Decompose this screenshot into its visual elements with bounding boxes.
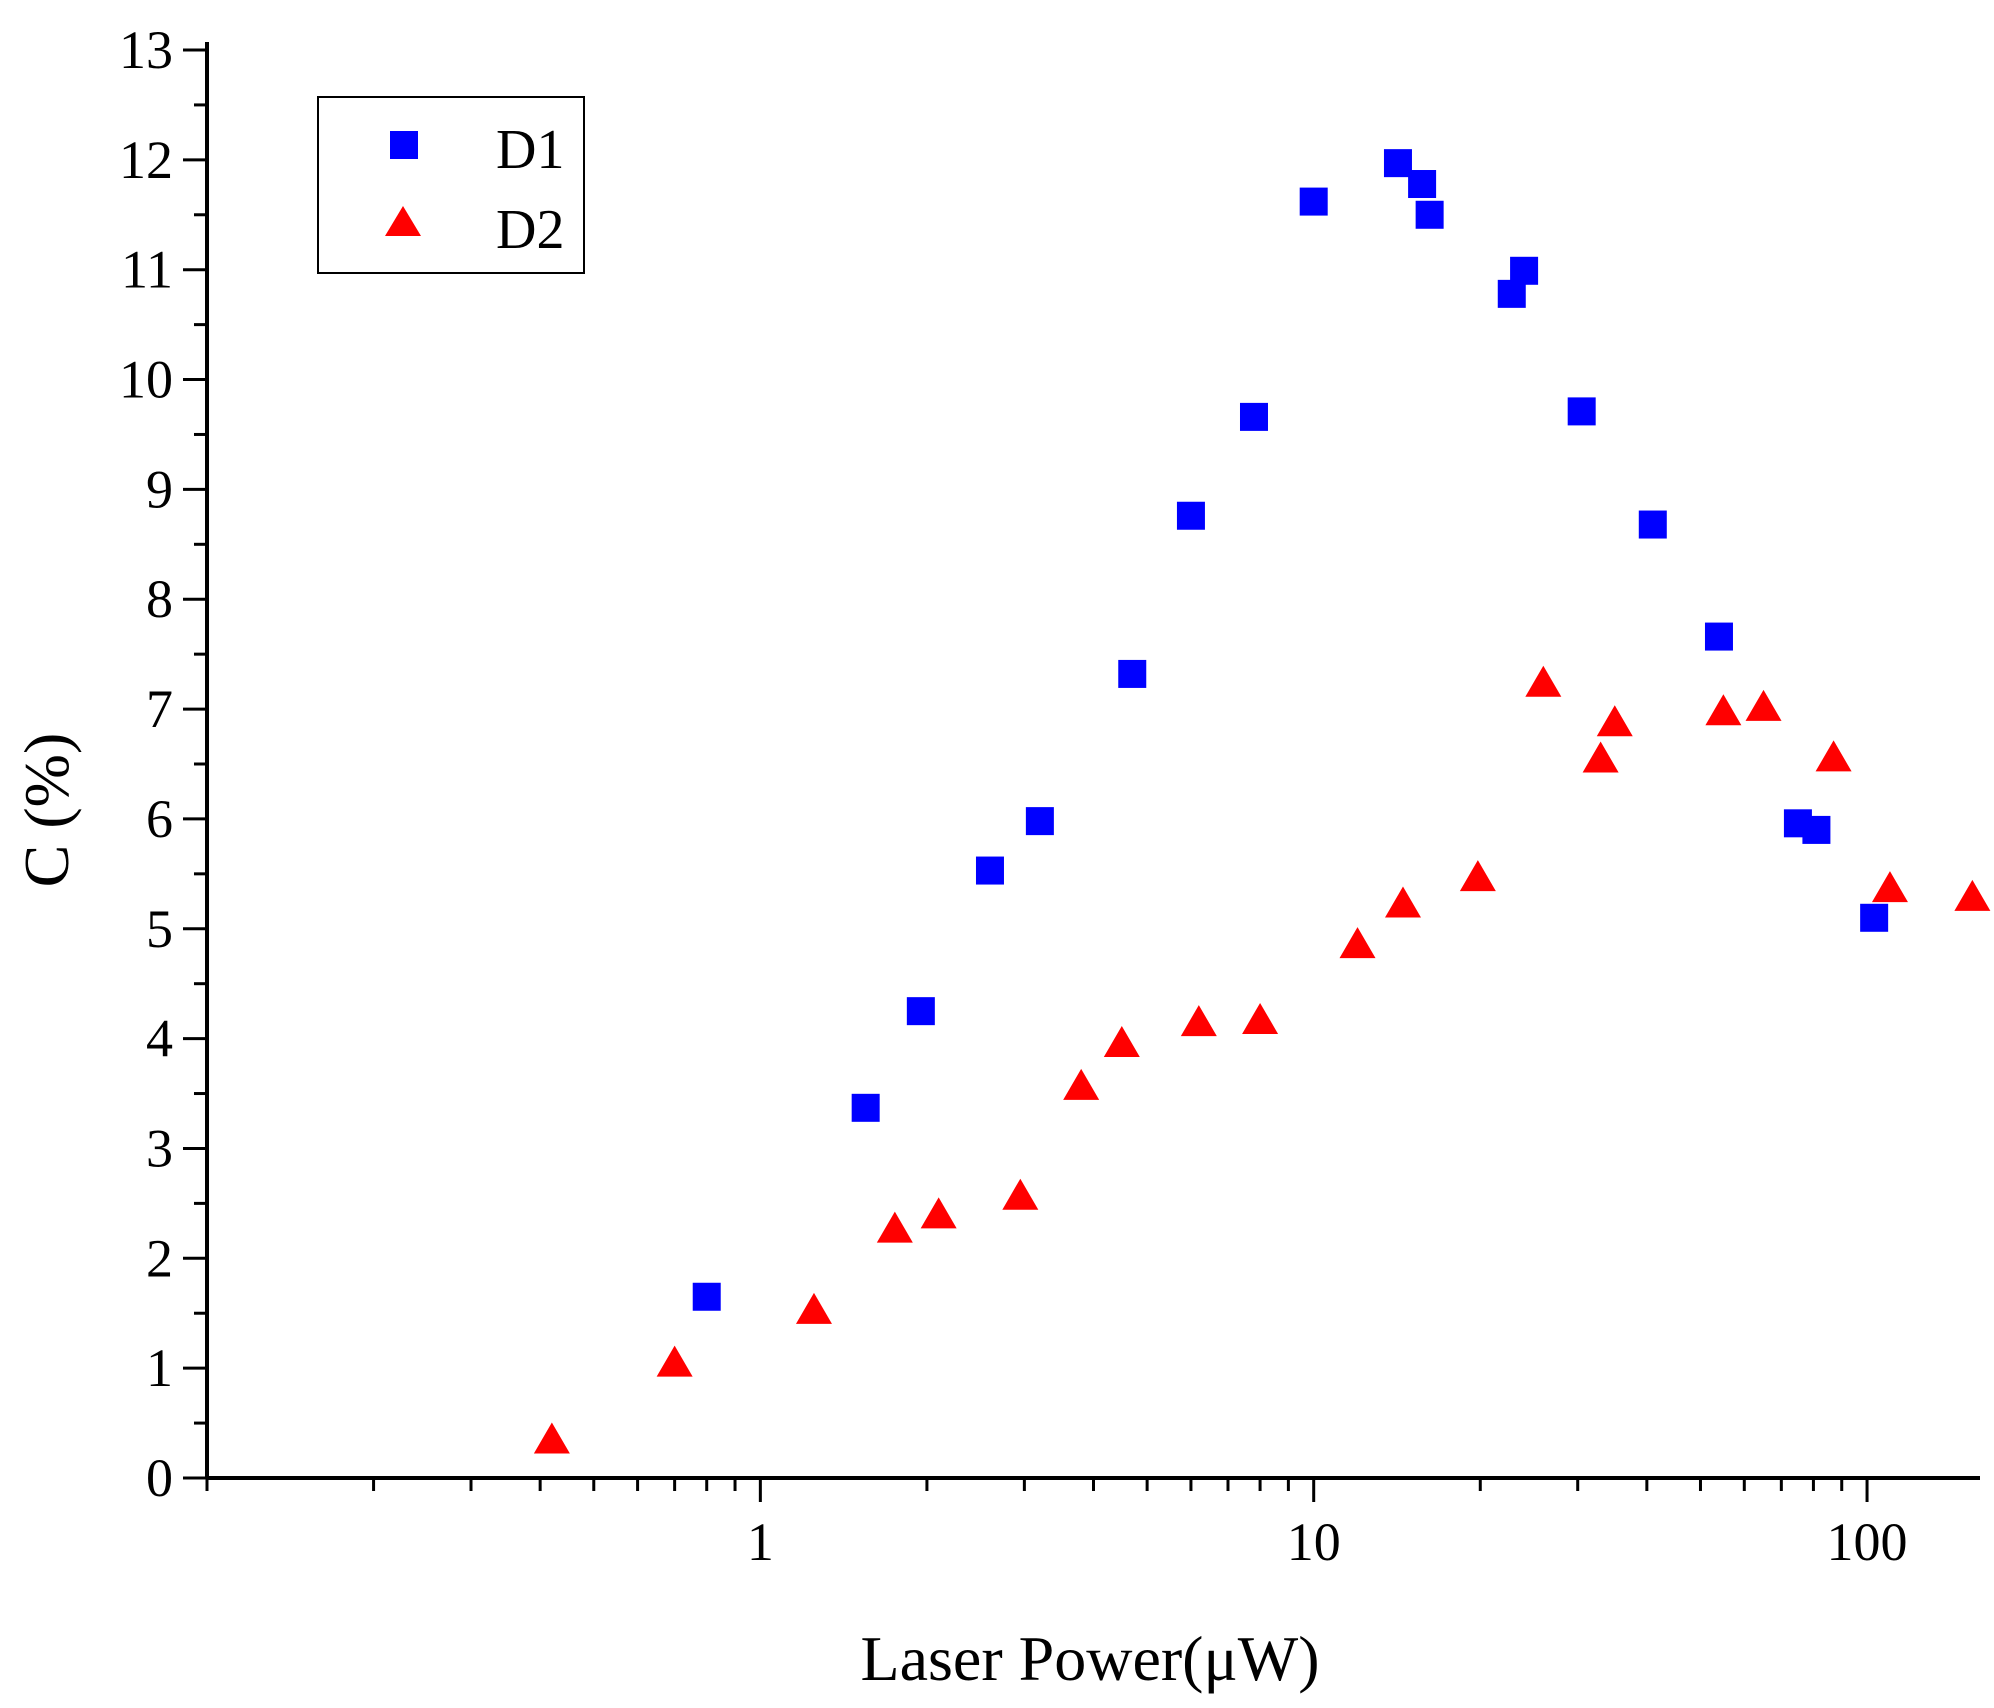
x-tick-label: 1 bbox=[747, 1512, 774, 1572]
data-point-d1 bbox=[1704, 622, 1733, 651]
legend: D1 D2 bbox=[317, 96, 585, 274]
y-tick-label: 3 bbox=[146, 1118, 173, 1178]
y-tick-label: 12 bbox=[119, 130, 173, 190]
data-point-d1 bbox=[1299, 187, 1328, 216]
y-tick-label: 1 bbox=[146, 1338, 173, 1398]
data-point-d2 bbox=[1815, 740, 1852, 772]
data-point-d2 bbox=[1525, 665, 1562, 697]
y-tick-label: 8 bbox=[146, 569, 173, 629]
data-point-d2 bbox=[656, 1345, 693, 1377]
data-point-d1 bbox=[1383, 149, 1412, 178]
data-point-d1 bbox=[1118, 659, 1147, 688]
x-axis-title: Laser Power(μW) bbox=[861, 1623, 1320, 1694]
data-points bbox=[533, 149, 1991, 1454]
data-point-d1 bbox=[1415, 200, 1444, 229]
data-point-d2 bbox=[1103, 1026, 1140, 1058]
y-tick-label: 2 bbox=[146, 1228, 173, 1288]
legend-marker-d1 bbox=[390, 131, 418, 159]
data-point-d1 bbox=[1510, 256, 1539, 285]
data-point-d2 bbox=[1871, 871, 1908, 903]
legend-label-d2: D2 bbox=[496, 199, 564, 261]
data-point-d2 bbox=[1582, 741, 1619, 773]
legend-label-d1: D1 bbox=[496, 119, 564, 181]
y-tick-label: 13 bbox=[119, 20, 173, 80]
legend-box bbox=[317, 96, 585, 274]
data-point-d1 bbox=[851, 1093, 880, 1122]
data-point-d2 bbox=[1384, 886, 1421, 918]
data-point-d2 bbox=[1745, 689, 1782, 721]
data-point-d2 bbox=[1596, 705, 1633, 737]
y-tick-label: 10 bbox=[119, 350, 173, 410]
y-tick-label: 6 bbox=[146, 789, 173, 849]
data-point-d1 bbox=[1638, 510, 1667, 539]
data-point-d1 bbox=[1567, 397, 1596, 426]
data-point-d1 bbox=[1408, 170, 1437, 199]
data-point-d2 bbox=[795, 1292, 832, 1324]
data-point-d1 bbox=[1860, 903, 1889, 932]
y-tick-label: 4 bbox=[146, 1009, 173, 1069]
data-point-d1 bbox=[1239, 402, 1268, 431]
data-point-d2 bbox=[1242, 1002, 1279, 1034]
data-point-d2 bbox=[1954, 879, 1991, 911]
y-tick-label: 0 bbox=[146, 1448, 173, 1508]
y-tick-label: 7 bbox=[146, 679, 173, 739]
y-tick-label: 11 bbox=[121, 240, 173, 300]
data-point-d1 bbox=[1025, 807, 1054, 836]
y-tick-label: 5 bbox=[146, 899, 173, 959]
data-point-d2 bbox=[1002, 1178, 1039, 1210]
data-point-d2 bbox=[1180, 1005, 1217, 1037]
data-point-d1 bbox=[906, 997, 935, 1026]
data-point-d2 bbox=[1339, 927, 1376, 959]
data-point-d2 bbox=[533, 1422, 570, 1454]
data-point-d2 bbox=[1459, 860, 1496, 892]
data-point-d2 bbox=[876, 1211, 913, 1243]
x-tick-label: 100 bbox=[1827, 1512, 1908, 1572]
data-point-d1 bbox=[1176, 501, 1205, 530]
y-tick-label: 9 bbox=[146, 459, 173, 519]
legend-marker-d2 bbox=[385, 206, 421, 236]
data-point-d2 bbox=[1063, 1068, 1100, 1100]
data-point-d1 bbox=[692, 1282, 721, 1311]
data-point-d1 bbox=[975, 856, 1004, 885]
data-point-d2 bbox=[1705, 694, 1742, 726]
data-point-d2 bbox=[920, 1197, 957, 1229]
y-axis-title: C (%) bbox=[11, 733, 82, 888]
data-point-d1 bbox=[1802, 815, 1831, 844]
x-tick-label: 10 bbox=[1287, 1512, 1341, 1572]
